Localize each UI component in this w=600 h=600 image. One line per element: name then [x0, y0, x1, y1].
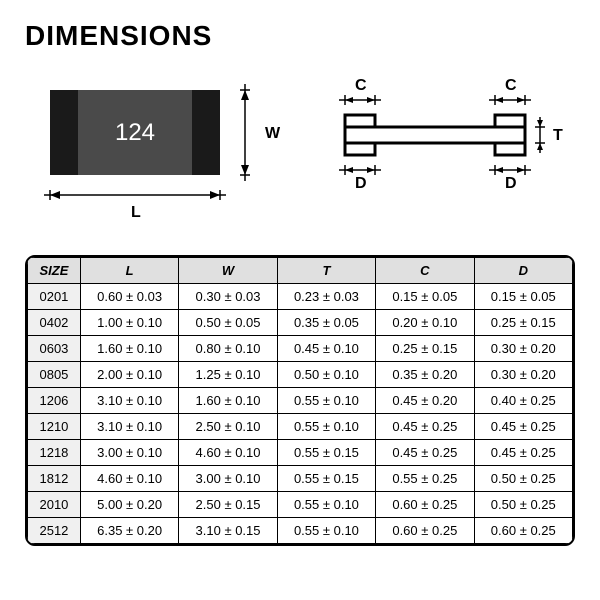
table-cell: 0.50 ± 0.10: [277, 362, 375, 388]
table-header-cell: D: [474, 258, 572, 284]
table-cell: 3.10 ± 0.10: [80, 414, 178, 440]
table-cell: 0.45 ± 0.25: [376, 440, 474, 466]
table-cell: 3.00 ± 0.10: [80, 440, 178, 466]
table-cell: 0.50 ± 0.25: [474, 492, 572, 518]
label-t: T: [553, 127, 563, 144]
table-header-cell: L: [80, 258, 178, 284]
table-cell: 2.50 ± 0.15: [179, 492, 277, 518]
table-cell: 0.35 ± 0.05: [277, 310, 375, 336]
table-cell: 0.20 ± 0.10: [376, 310, 474, 336]
table-row: 06031.60 ± 0.100.80 ± 0.100.45 ± 0.100.2…: [28, 336, 573, 362]
table-cell: 0.50 ± 0.05: [179, 310, 277, 336]
side-view-diagram: C C D D T: [335, 70, 575, 230]
table-cell: 3.10 ± 0.10: [80, 388, 178, 414]
table-cell: 0.55 ± 0.15: [277, 466, 375, 492]
label-w: W: [265, 125, 281, 142]
diagram-container: 124 W L: [25, 70, 575, 230]
table-cell: 0.25 ± 0.15: [474, 310, 572, 336]
table-row: 12063.10 ± 0.101.60 ± 0.100.55 ± 0.100.4…: [28, 388, 573, 414]
page-title: DIMENSIONS: [25, 20, 575, 52]
table-cell: 5.00 ± 0.20: [80, 492, 178, 518]
chip-marking: 124: [115, 119, 155, 146]
table-cell: 0.60 ± 0.03: [80, 284, 178, 310]
table-header-cell: C: [376, 258, 474, 284]
label-c-left: C: [355, 77, 367, 94]
table-cell: 0.45 ± 0.25: [474, 440, 572, 466]
table-cell: 4.60 ± 0.10: [80, 466, 178, 492]
table-cell: 0.45 ± 0.25: [474, 414, 572, 440]
table-cell: 0.50 ± 0.25: [474, 466, 572, 492]
label-d-right: D: [505, 175, 517, 192]
table-cell: 0603: [28, 336, 81, 362]
table-row: 08052.00 ± 0.101.25 ± 0.100.50 ± 0.100.3…: [28, 362, 573, 388]
table-cell: 0.55 ± 0.15: [277, 440, 375, 466]
table-cell: 0.55 ± 0.10: [277, 388, 375, 414]
table-cell: 6.35 ± 0.20: [80, 518, 178, 544]
table-cell: 3.00 ± 0.10: [179, 466, 277, 492]
table-cell: 0.30 ± 0.03: [179, 284, 277, 310]
table-cell: 0.15 ± 0.05: [474, 284, 572, 310]
table-cell: 0.55 ± 0.10: [277, 492, 375, 518]
table-cell: 0402: [28, 310, 81, 336]
table-row: 02010.60 ± 0.030.30 ± 0.030.23 ± 0.030.1…: [28, 284, 573, 310]
table-cell: 1218: [28, 440, 81, 466]
table-cell: 0201: [28, 284, 81, 310]
table-cell: 0.55 ± 0.10: [277, 414, 375, 440]
dimension-table: SIZELWTCD 02010.60 ± 0.030.30 ± 0.030.23…: [27, 257, 573, 544]
table-cell: 0.45 ± 0.20: [376, 388, 474, 414]
label-l: L: [131, 204, 141, 221]
table-row: 25126.35 ± 0.203.10 ± 0.150.55 ± 0.100.6…: [28, 518, 573, 544]
table-row: 12183.00 ± 0.104.60 ± 0.100.55 ± 0.150.4…: [28, 440, 573, 466]
table-cell: 0.55 ± 0.10: [277, 518, 375, 544]
table-cell: 3.10 ± 0.15: [179, 518, 277, 544]
table-cell: 4.60 ± 0.10: [179, 440, 277, 466]
table-header-cell: SIZE: [28, 258, 81, 284]
table-cell: 0.80 ± 0.10: [179, 336, 277, 362]
table-cell: 0.23 ± 0.03: [277, 284, 375, 310]
table-cell: 0.45 ± 0.10: [277, 336, 375, 362]
table-cell: 0.30 ± 0.20: [474, 336, 572, 362]
table-cell: 2.00 ± 0.10: [80, 362, 178, 388]
table-cell: 0.60 ± 0.25: [474, 518, 572, 544]
table-header-row: SIZELWTCD: [28, 258, 573, 284]
table-cell: 1.25 ± 0.10: [179, 362, 277, 388]
label-c-right: C: [505, 77, 517, 94]
table-cell: 0.30 ± 0.20: [474, 362, 572, 388]
table-cell: 0.45 ± 0.25: [376, 414, 474, 440]
table-cell: 1.60 ± 0.10: [80, 336, 178, 362]
table-cell: 0805: [28, 362, 81, 388]
table-cell: 0.25 ± 0.15: [376, 336, 474, 362]
label-d-left: D: [355, 175, 367, 192]
table-header-cell: T: [277, 258, 375, 284]
table-cell: 2.50 ± 0.10: [179, 414, 277, 440]
dimension-table-wrapper: SIZELWTCD 02010.60 ± 0.030.30 ± 0.030.23…: [25, 255, 575, 546]
table-row: 04021.00 ± 0.100.50 ± 0.050.35 ± 0.050.2…: [28, 310, 573, 336]
table-cell: 1.00 ± 0.10: [80, 310, 178, 336]
table-cell: 2010: [28, 492, 81, 518]
table-cell: 1812: [28, 466, 81, 492]
table-cell: 0.55 ± 0.25: [376, 466, 474, 492]
table-cell: 0.60 ± 0.25: [376, 492, 474, 518]
table-cell: 2512: [28, 518, 81, 544]
table-cell: 0.35 ± 0.20: [376, 362, 474, 388]
table-row: 20105.00 ± 0.202.50 ± 0.150.55 ± 0.100.6…: [28, 492, 573, 518]
table-cell: 0.40 ± 0.25: [474, 388, 572, 414]
table-row: 12103.10 ± 0.102.50 ± 0.100.55 ± 0.100.4…: [28, 414, 573, 440]
table-header-cell: W: [179, 258, 277, 284]
table-cell: 0.15 ± 0.05: [376, 284, 474, 310]
table-cell: 1.60 ± 0.10: [179, 388, 277, 414]
table-cell: 1206: [28, 388, 81, 414]
table-cell: 1210: [28, 414, 81, 440]
table-cell: 0.60 ± 0.25: [376, 518, 474, 544]
table-row: 18124.60 ± 0.103.00 ± 0.100.55 ± 0.150.5…: [28, 466, 573, 492]
top-view-diagram: 124 W L: [35, 70, 295, 230]
